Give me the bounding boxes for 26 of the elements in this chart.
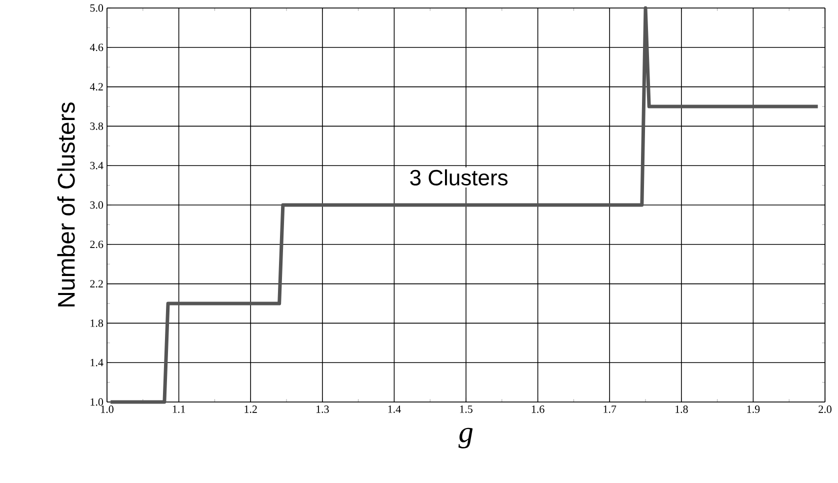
x-tick-label: 1.9 [747, 406, 760, 413]
x-tick-label: 1.7 [604, 406, 616, 413]
y-tick-label: 3.8 [90, 122, 104, 130]
annotation: 3 Clusters [410, 169, 508, 186]
x-tick-label: 1.1 [172, 406, 186, 413]
y-tick-label: 4.6 [90, 44, 104, 52]
y-tick-label: 4.2 [90, 83, 103, 91]
y-tick-label: 3.0 [90, 201, 104, 209]
y-tick-label: 1.4 [90, 358, 104, 366]
x-tick-label: 1.4 [388, 406, 401, 413]
y-tick-label: 1.8 [90, 319, 104, 327]
x-tick-label: 1.8 [676, 406, 688, 414]
x-tick-label: 2.0 [818, 406, 832, 414]
y-axis-title: Number of Clusters [57, 102, 75, 306]
x-tick-label: 1.3 [316, 406, 329, 413]
y-tick-label: 2.2 [90, 280, 103, 288]
y-tick-label: 2.6 [90, 240, 104, 248]
x-tick-label: 1.0 [101, 406, 114, 414]
x-tick-label: 1.5 [460, 406, 472, 413]
x-axis-title: g [458, 428, 473, 448]
x-tick-label: 1.6 [532, 406, 544, 413]
y-tick-label: 5.0 [90, 4, 104, 12]
y-tick-label: 3.4 [90, 162, 104, 170]
x-tick-label: 1.2 [244, 406, 257, 413]
line-series [108, 6, 820, 404]
y-tick-label: 1.0 [90, 398, 104, 406]
